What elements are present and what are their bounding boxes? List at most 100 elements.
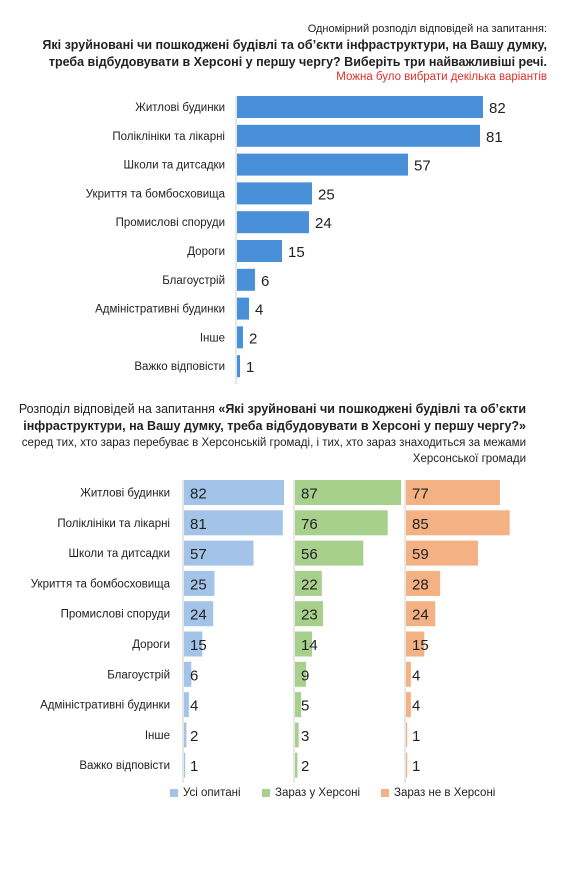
legend-swatch-not-in-kherson xyxy=(381,788,389,797)
chart1-category-label: Дороги xyxy=(187,246,225,258)
chart2-bar xyxy=(184,601,214,627)
chart2-value-label: 22 xyxy=(301,576,318,593)
chart2-bar xyxy=(295,661,306,687)
legend-label-in-kherson: Зараз у Херсоні xyxy=(275,787,361,799)
chart1-category-label: Важко відповісти xyxy=(134,361,225,373)
chart2-bar xyxy=(406,480,500,505)
chart2-bar xyxy=(184,692,189,718)
chart2-value-label: 4 xyxy=(412,667,420,684)
chart2-category-label: Поліклініки та лікарні xyxy=(57,518,170,530)
chart2-bar xyxy=(184,480,285,505)
chart2-bar xyxy=(295,752,298,778)
chart1-note: Можна було вибрати декілька варіантів xyxy=(336,71,547,83)
chart2-value-label: 9 xyxy=(301,667,309,684)
legend-label-all: Усі опитані xyxy=(183,787,241,799)
chart2-bar xyxy=(295,540,364,566)
chart1-value-label: 81 xyxy=(486,129,503,146)
legend-swatch-in-kherson xyxy=(262,788,270,797)
chart1-bar xyxy=(237,153,408,176)
chart1-bar xyxy=(237,182,312,205)
chart1-bar xyxy=(237,124,480,147)
chart1-category-label: Промислові споруди xyxy=(116,217,225,229)
chart2-value-label: 1 xyxy=(190,758,198,775)
chart2-value-label: 85 xyxy=(412,516,429,533)
chart1-bar xyxy=(237,355,240,378)
chart2-value-label: 2 xyxy=(190,728,198,745)
chart1-pretitle: Одномірний розподіл відповідей на запита… xyxy=(307,23,547,35)
chart2-value-label: 15 xyxy=(412,637,429,654)
chart2-value-label: 4 xyxy=(412,698,420,715)
chart2-value-label: 56 xyxy=(301,546,318,563)
chart2-value-label: 3 xyxy=(301,728,309,745)
chart2-bar xyxy=(295,570,322,596)
chart1-value-label: 6 xyxy=(261,273,269,290)
chart1-value-label: 2 xyxy=(249,330,257,347)
legend-item-all: Усі опитані xyxy=(170,787,241,799)
chart1-category-label: Адміністративні будинки xyxy=(95,304,225,316)
chart2-bar xyxy=(184,752,186,778)
chart2-category-label: Благоустрій xyxy=(107,669,170,681)
chart1-value-label: 4 xyxy=(255,302,263,319)
chart1-value-label: 1 xyxy=(246,359,254,376)
chart2-bar xyxy=(295,631,313,657)
chart2-value-label: 15 xyxy=(190,637,207,654)
chart2-title-bold: «Які зруйновані чи пошкоджені будівлі та… xyxy=(23,402,526,433)
chart2-value-label: 5 xyxy=(301,698,309,715)
chart2-value-label: 4 xyxy=(190,698,198,715)
chart1-value-label: 57 xyxy=(414,158,431,175)
chart1-category-label: Поліклініки та лікарні xyxy=(112,131,225,143)
chart2-bar xyxy=(184,631,203,657)
chart2-bar xyxy=(295,692,302,718)
chart2-bar xyxy=(184,661,192,687)
chart2-bar xyxy=(406,631,425,657)
chart2-value-label: 81 xyxy=(190,516,207,533)
chart1-value-label: 82 xyxy=(489,100,506,117)
chart2-value-label: 14 xyxy=(301,637,318,654)
chart1-bar xyxy=(237,268,255,291)
chart1-value-label: 15 xyxy=(288,244,305,261)
chart2-title-prefix: Розподіл відповідей на запитання xyxy=(18,402,219,416)
chart2-category-label: Інше xyxy=(145,730,170,742)
chart2-value-label: 1 xyxy=(412,758,420,775)
chart2-value-label: 57 xyxy=(190,546,207,563)
chart2-bar xyxy=(406,692,411,718)
chart2-bar xyxy=(406,661,411,687)
chart2-bar xyxy=(406,540,478,566)
chart1-category-label: Укриття та бомбосховища xyxy=(86,188,226,200)
chart2-value-label: 87 xyxy=(301,486,318,503)
chart2-value-label: 25 xyxy=(190,576,207,593)
chart1-category-label: Інше xyxy=(200,332,225,344)
chart1-title: Які зруйновані чи пошкоджені будівлі та … xyxy=(42,38,547,69)
legend-item-in-kherson: Зараз у Херсоні xyxy=(262,787,360,799)
chart1-category-label: Житлові будинки xyxy=(135,102,225,114)
chart2-value-label: 24 xyxy=(190,607,207,624)
chart2-bar xyxy=(184,540,254,566)
chart2-value-label: 82 xyxy=(190,486,207,503)
legend-label-not-in-kherson: Зараз не в Херсоні xyxy=(394,787,496,799)
chart2-value-label: 59 xyxy=(412,546,429,563)
chart2-title: Розподіл відповідей на запитання «Які зр… xyxy=(6,401,526,435)
chart2-value-label: 24 xyxy=(412,607,429,624)
legend-item-not-in-kherson: Зараз не в Херсоні xyxy=(381,787,495,799)
chart1-value-label: 25 xyxy=(318,186,335,203)
chart2-bar xyxy=(295,480,402,505)
chart2-subtitle: серед тих, хто зараз перебуває в Херсонс… xyxy=(21,437,526,465)
chart2-bar xyxy=(406,570,441,596)
chart2-bar xyxy=(406,510,510,536)
chart1-bar xyxy=(237,211,309,234)
chart2-category-label: Житлові будинки xyxy=(80,488,170,500)
chart2-value-label: 2 xyxy=(301,758,309,775)
legend-swatch-all xyxy=(170,788,178,797)
chart1-category-label: Благоустрій xyxy=(162,275,225,287)
chart2-bar xyxy=(184,722,187,748)
chart2-category-label: Промислові споруди xyxy=(61,609,170,621)
chart2-value-label: 1 xyxy=(412,728,420,745)
chart1-bar xyxy=(237,96,483,118)
chart2-bar xyxy=(184,570,215,596)
chart2-category-label: Школи та дитсадки xyxy=(69,548,170,560)
chart2-category-label: Укриття та бомбосховища xyxy=(31,578,171,590)
chart1-bar xyxy=(237,297,249,320)
chart2-value-label: 6 xyxy=(190,667,198,684)
chart2-value-label: 77 xyxy=(412,486,429,503)
